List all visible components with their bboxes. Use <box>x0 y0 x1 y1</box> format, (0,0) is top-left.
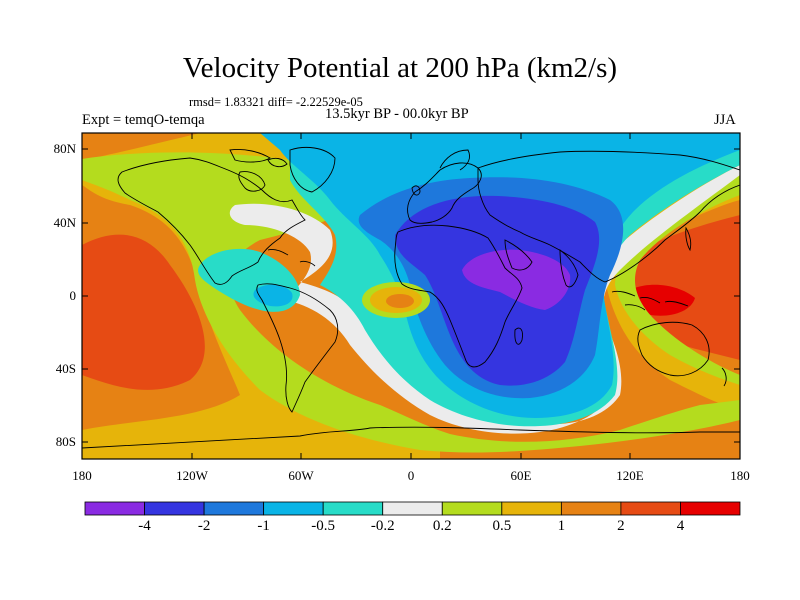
coast-scandinavia <box>439 149 471 171</box>
lat-label: 40N <box>53 215 76 230</box>
lat-label: 40S <box>55 361 76 376</box>
coast-asia <box>477 150 740 283</box>
colorbar-swatch <box>441 501 503 516</box>
coast-europe <box>407 162 482 224</box>
colorbar-label: 1 <box>557 518 566 534</box>
field-atlantic-cell-orange <box>386 294 414 308</box>
lat-label: 80N <box>53 141 76 156</box>
colorbar-swatch <box>84 501 145 516</box>
coast-indonesia <box>611 290 689 311</box>
coastlines <box>82 146 740 449</box>
field-violet <box>462 249 571 310</box>
lon-label: 120W <box>176 468 208 483</box>
coast-antarctica <box>82 426 740 449</box>
coast-greenland <box>289 146 336 193</box>
colorbar-swatch <box>382 501 443 516</box>
field-cyan-pacific <box>253 284 293 307</box>
stats-text: rmsd= 1.83321 diff= -2.22529e-05 <box>189 95 363 109</box>
lon-label: 60E <box>510 468 532 483</box>
coast-north-america <box>117 157 306 285</box>
colorbar-label: -1 <box>257 518 270 534</box>
lat-label: 80S <box>55 434 76 449</box>
lon-label: 180 <box>72 468 92 483</box>
field-east-pacific-high <box>82 234 205 390</box>
colorbar-swatch <box>322 501 384 516</box>
lon-label: 60W <box>288 468 314 483</box>
colorbar-swatch <box>560 501 622 516</box>
colorbar-label: -4 <box>138 518 151 534</box>
coast-south-america <box>256 283 339 413</box>
field-green-east <box>615 170 740 385</box>
lat-label: 0 <box>69 288 77 303</box>
axis-ticks <box>82 133 740 459</box>
coast-arabia <box>504 239 533 271</box>
lon-label: 0 <box>407 468 415 483</box>
field-green <box>82 152 740 453</box>
season-label: JJA <box>714 112 736 128</box>
coast-hudson <box>238 171 266 192</box>
experiment-label: Expt = temqO-temqa <box>82 112 205 128</box>
period-label: 13.5kyr BP - 00.0kyr BP <box>325 106 469 122</box>
colorbar-swatch <box>501 501 562 516</box>
colorbar-swatch <box>203 501 265 516</box>
coast-india <box>559 249 579 288</box>
colorbar-label: -0.2 <box>370 518 395 534</box>
colorbar-swatch <box>680 501 741 516</box>
colorbar-label: 2 <box>617 518 625 534</box>
coast-caribbean <box>267 249 316 267</box>
colorbar-swatch <box>144 501 205 516</box>
colorbar-label: -0.5 <box>311 518 336 534</box>
coast-australia <box>637 321 710 377</box>
coast-africa <box>394 224 523 368</box>
colorbar-swatch <box>263 501 324 516</box>
colorbar-label: 4 <box>676 518 685 534</box>
coast-japan <box>685 226 692 252</box>
plot-title: Velocity Potential at 200 hPa (km2/s) <box>182 52 618 84</box>
lon-label: 120E <box>616 468 644 483</box>
coast-madagascar <box>514 327 523 345</box>
coast-new-zealand <box>721 367 727 387</box>
colorbar-label: -2 <box>197 518 211 534</box>
coast-arctic-islands <box>229 149 288 168</box>
colorbar-swatch <box>620 501 681 516</box>
colorbar-label: 0.5 <box>492 518 512 534</box>
coast-britain <box>411 185 421 196</box>
lon-label: 180 <box>730 468 750 483</box>
colorbar-label: 0.2 <box>432 518 452 534</box>
